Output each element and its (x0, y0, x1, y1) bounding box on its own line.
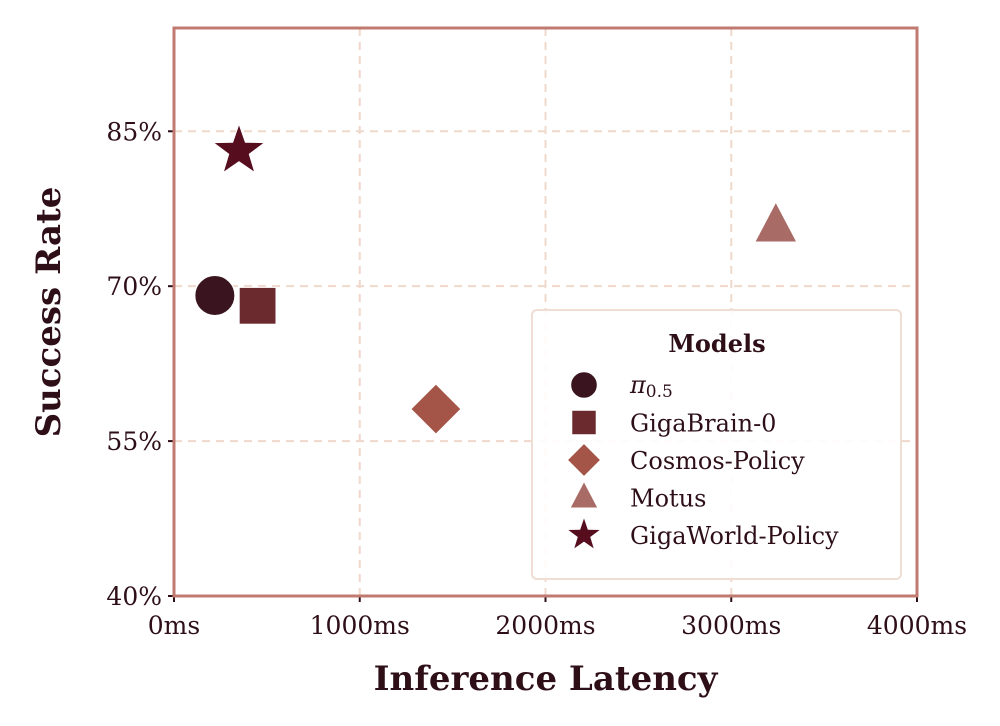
legend-marker--0-5 (570, 371, 598, 399)
x-tick-label: 1000ms (310, 611, 410, 640)
legend-label: Cosmos-Policy (630, 447, 805, 475)
x-tick-label: 2000ms (495, 611, 595, 640)
y-tick-label: 85% (106, 117, 162, 146)
x-tick-label: 0ms (148, 611, 200, 640)
x-tick-label: 3000ms (681, 611, 781, 640)
y-tick-label: 55% (106, 427, 162, 456)
data-point--0-5 (194, 274, 236, 316)
data-point-motus (754, 201, 798, 243)
legend: Models π0.5 GigaBrain-0 Cosmos-Policy Motus G… (531, 309, 902, 580)
legend-box (531, 309, 902, 580)
data-point-gigabrain-0 (238, 286, 277, 325)
legend-label: Motus (630, 485, 706, 513)
legend-label: GigaBrain-0 (630, 410, 776, 438)
data-point-gigaworld-policy (211, 122, 267, 174)
legend-label: GigaWorld-Policy (630, 522, 839, 550)
data-point-cosmos-policy (410, 383, 462, 435)
legend-title: Models (668, 329, 765, 358)
x-axis-label: Inference Latency (374, 659, 719, 699)
legend-marker-gigabrain-0 (571, 409, 597, 436)
legend-marker-cosmos-policy (566, 442, 602, 478)
x-tick-label: 4000ms (867, 611, 967, 640)
legend-label: π0.5 (629, 371, 673, 402)
legend-marker-motus (569, 480, 599, 509)
y-axis-label: Success Rate (29, 187, 69, 438)
legend-marker-gigaworld-policy (565, 515, 603, 551)
y-tick-label: 70% (106, 272, 162, 301)
y-tick-label: 40% (106, 582, 162, 611)
plot-frame (172, 26, 919, 598)
